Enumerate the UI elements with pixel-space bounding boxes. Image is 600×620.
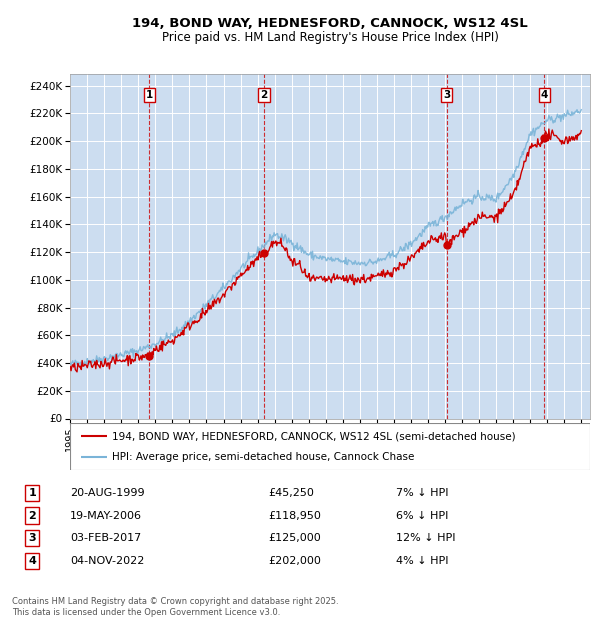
Text: £118,950: £118,950 <box>268 510 321 521</box>
Text: 2: 2 <box>28 510 36 521</box>
Text: 194, BOND WAY, HEDNESFORD, CANNOCK, WS12 4SL (semi-detached house): 194, BOND WAY, HEDNESFORD, CANNOCK, WS12… <box>112 432 515 441</box>
Text: 12% ↓ HPI: 12% ↓ HPI <box>396 533 455 543</box>
Text: HPI: Average price, semi-detached house, Cannock Chase: HPI: Average price, semi-detached house,… <box>112 452 414 462</box>
Text: 2: 2 <box>260 91 268 100</box>
Text: 4: 4 <box>28 556 37 566</box>
Text: £202,000: £202,000 <box>268 556 321 566</box>
Text: 03-FEB-2017: 03-FEB-2017 <box>70 533 142 543</box>
Text: 20-AUG-1999: 20-AUG-1999 <box>70 488 145 498</box>
Text: 1: 1 <box>28 488 36 498</box>
Text: Contains HM Land Registry data © Crown copyright and database right 2025.
This d: Contains HM Land Registry data © Crown c… <box>12 598 338 617</box>
Text: 6% ↓ HPI: 6% ↓ HPI <box>396 510 448 521</box>
Text: £125,000: £125,000 <box>268 533 321 543</box>
Text: 4: 4 <box>541 91 548 100</box>
Text: 04-NOV-2022: 04-NOV-2022 <box>70 556 145 566</box>
Text: 194, BOND WAY, HEDNESFORD, CANNOCK, WS12 4SL: 194, BOND WAY, HEDNESFORD, CANNOCK, WS12… <box>132 17 528 30</box>
Text: 4% ↓ HPI: 4% ↓ HPI <box>396 556 449 566</box>
Text: 7% ↓ HPI: 7% ↓ HPI <box>396 488 449 498</box>
FancyBboxPatch shape <box>70 423 590 470</box>
Text: 19-MAY-2006: 19-MAY-2006 <box>70 510 142 521</box>
Text: 3: 3 <box>443 91 450 100</box>
Text: Price paid vs. HM Land Registry's House Price Index (HPI): Price paid vs. HM Land Registry's House … <box>161 31 499 43</box>
Text: £45,250: £45,250 <box>268 488 314 498</box>
Text: 1: 1 <box>146 91 153 100</box>
Text: 3: 3 <box>29 533 36 543</box>
